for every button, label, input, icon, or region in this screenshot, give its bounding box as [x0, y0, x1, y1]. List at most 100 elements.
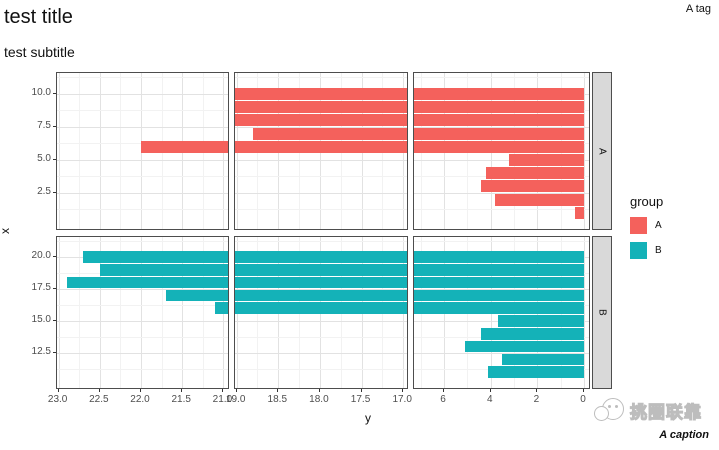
gridline-minor-v [202, 237, 204, 388]
bar [414, 251, 584, 263]
y-axis-tick [53, 191, 56, 193]
x-axis-tick-label: 21.5 [171, 394, 191, 405]
x-axis-tick-label: 22.5 [89, 394, 109, 405]
facet-panel [234, 72, 408, 230]
bar [481, 328, 584, 340]
x-axis-tick-label: 6 [440, 394, 446, 405]
bar [235, 302, 407, 314]
bar [414, 114, 584, 127]
facet-strip-label: A [596, 147, 608, 155]
bar [497, 315, 584, 327]
plot-tag: A tag [685, 3, 711, 15]
facet-strip: B [592, 236, 612, 389]
x-axis-tick-label: 17.5 [350, 394, 371, 405]
bar [486, 167, 584, 180]
bar [414, 289, 584, 302]
bar [235, 140, 407, 153]
x-axis-tick [57, 389, 59, 392]
gridline-minor-h [414, 209, 589, 211]
gridline-major-v [99, 73, 101, 229]
gridline-major-h [414, 159, 589, 161]
x-axis-tick [277, 389, 279, 392]
y-axis-title: x [0, 228, 12, 234]
x-axis-tick [443, 389, 445, 392]
bar [509, 154, 584, 166]
x-axis-tick-label: 4 [486, 394, 493, 405]
x-axis-tick [181, 389, 183, 392]
x-axis-tick [235, 389, 237, 392]
gridline-major-h [57, 126, 228, 128]
legend-item: B [630, 242, 663, 259]
gridline-minor-h [57, 240, 228, 242]
facet-panel [234, 236, 408, 389]
gridline-minor-h [57, 110, 228, 112]
x-axis-tick-label: 23.0 [47, 394, 68, 405]
y-axis-tick-label: 5.0 [37, 152, 51, 164]
bar [414, 302, 584, 314]
gridline-major-h [57, 192, 228, 194]
bar [414, 276, 584, 289]
bar [488, 366, 584, 378]
gridline-minor-h [57, 77, 228, 79]
gridline-minor-v [120, 73, 122, 229]
gridline-minor-h [235, 369, 407, 370]
x-axis-tick [583, 389, 584, 392]
x-axis-tick-label: 17.0 [392, 394, 412, 405]
watermark-text: 挑圈联靠 [629, 402, 702, 422]
gridline-minor-h [235, 77, 407, 79]
gridline-major-h [57, 320, 228, 322]
bar [414, 127, 584, 140]
bar [414, 264, 584, 276]
x-axis-tick-label: 18.5 [267, 394, 288, 405]
y-axis-tick [53, 287, 56, 289]
plot-caption: A caption [659, 429, 709, 441]
y-axis-tick [53, 319, 56, 321]
y-axis-tick-label: 20.0 [31, 249, 51, 261]
y-axis-tick [53, 255, 56, 257]
gridline-major-v [584, 73, 585, 229]
bar [215, 302, 228, 314]
legend-key-swatch [630, 217, 647, 234]
bar [235, 264, 407, 276]
gridline-major-h [414, 352, 589, 354]
gridline-minor-h [57, 209, 228, 211]
gridline-major-v [58, 237, 60, 388]
x-axis-tick [402, 389, 404, 392]
gridline-major-v [99, 237, 101, 388]
watermark: 挑圈联靠 [592, 396, 702, 424]
x-axis-tick [140, 389, 142, 392]
y-axis-tick-label: 2.5 [37, 185, 51, 197]
gridline-minor-v [79, 237, 81, 388]
gridline-major-h [235, 159, 407, 161]
facet-panel [56, 72, 229, 230]
y-axis-tick-label: 17.5 [31, 281, 51, 293]
x-axis-tick [360, 389, 362, 392]
y-axis-tick [53, 351, 56, 353]
gridline-minor-h [57, 336, 228, 338]
y-axis-tick [53, 158, 56, 160]
gridline-minor-v [161, 237, 163, 388]
gridline-major-h [57, 352, 228, 354]
gridline-major-h [414, 288, 589, 290]
x-axis-tick-label: 22.0 [130, 394, 150, 405]
gridline-minor-h [57, 369, 228, 370]
x-axis-title: y [365, 411, 371, 425]
x-axis-tick [318, 389, 320, 392]
gridline-major-h [235, 288, 407, 290]
bar [465, 340, 584, 353]
gridline-major-h [57, 288, 228, 290]
y-axis-tick [53, 92, 56, 94]
facet-panel [56, 236, 229, 389]
facet-panel [413, 236, 590, 389]
gridline-minor-h [414, 77, 589, 79]
facet-strip: A [592, 72, 612, 230]
x-axis-tick-label: 21.0 [212, 394, 233, 405]
bar [235, 289, 407, 302]
gridline-major-v [584, 237, 585, 388]
x-axis-tick [222, 389, 224, 392]
legend-item: A [630, 217, 663, 234]
gridline-major-h [414, 126, 589, 128]
x-axis-tick-label: 19.0 [225, 394, 246, 405]
